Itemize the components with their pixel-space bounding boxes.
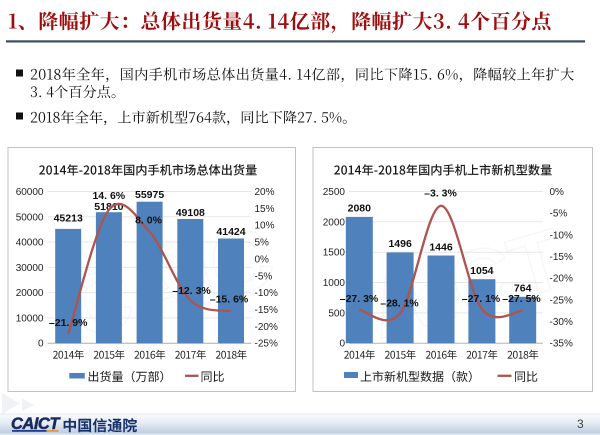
svg-text:2080: 2080 [348,203,372,215]
svg-text:-25%: -25% [550,295,573,306]
svg-text:0%: 0% [550,187,565,198]
svg-text:20000: 20000 [16,288,44,299]
svg-text:1000: 1000 [323,278,346,289]
svg-text:–21. 9%: –21. 9% [49,317,88,329]
svg-text:41424: 41424 [216,226,245,238]
svg-text:764: 764 [514,283,532,295]
svg-text:–28. 1%: –28. 1% [380,298,419,310]
svg-text:3: 3 [577,417,584,431]
svg-text:–27. 5%: –27. 5% [502,293,541,305]
svg-text:15%: 15% [255,204,275,215]
svg-text:-10%: -10% [550,230,573,241]
svg-text:–27. 3%: –27. 3% [340,293,379,305]
svg-text:1054: 1054 [470,265,494,277]
svg-text:30000: 30000 [16,263,44,274]
svg-text:–3. 3%: –3. 3% [424,187,457,199]
svg-text:45213: 45213 [54,213,83,225]
svg-text:0: 0 [38,339,44,350]
svg-text:–15. 6%: –15. 6% [210,294,249,306]
svg-text:8. 0%: 8. 0% [135,215,163,227]
svg-text:50000: 50000 [16,212,44,223]
svg-text:2500: 2500 [323,187,346,198]
svg-text:-20%: -20% [255,322,278,333]
svg-text:-30%: -30% [550,317,573,328]
svg-text:14. 6%: 14. 6% [92,190,125,202]
svg-text:-15%: -15% [550,252,573,263]
svg-text:–12. 3%: –12. 3% [172,285,211,297]
svg-text:-35%: -35% [550,339,573,350]
svg-text:-5%: -5% [255,271,273,282]
svg-text:40000: 40000 [16,238,44,249]
svg-text:-10%: -10% [255,288,278,299]
svg-text:500: 500 [328,308,345,319]
svg-text:1500: 1500 [323,248,346,259]
svg-text:49108: 49108 [176,207,205,219]
svg-text:CAICT: CAICT [11,415,61,433]
svg-text:0: 0 [339,339,345,350]
svg-text:1446: 1446 [429,241,453,253]
svg-text:60000: 60000 [16,187,44,198]
svg-text:-5%: -5% [550,209,568,220]
svg-text:–27. 1%: –27. 1% [462,293,501,305]
svg-text:-15%: -15% [255,305,278,316]
svg-text:5%: 5% [255,238,270,249]
svg-text:10000: 10000 [16,313,44,324]
svg-text:2000: 2000 [323,217,346,228]
svg-text:55975: 55975 [135,189,164,201]
svg-text:-25%: -25% [255,339,278,350]
svg-text:0%: 0% [255,254,270,265]
svg-text:-20%: -20% [550,274,573,285]
svg-text:20%: 20% [255,187,275,198]
svg-text:1496: 1496 [388,238,412,250]
svg-text:10%: 10% [255,221,275,232]
